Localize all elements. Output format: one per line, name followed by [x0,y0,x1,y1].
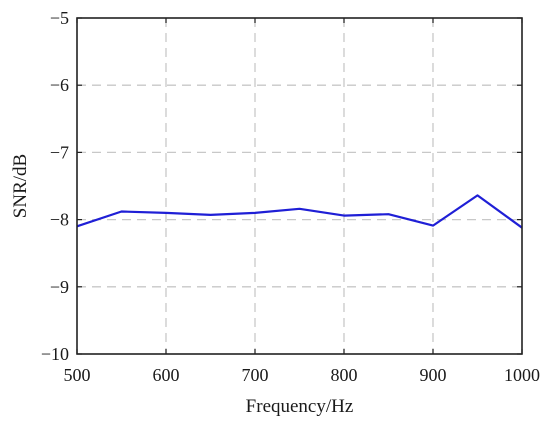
x-tick-label: 1000 [504,365,540,385]
x-tick-label: 500 [64,365,91,385]
x-tick-label: 900 [420,365,447,385]
x-tick-label: 800 [331,365,358,385]
x-axis-label: Frequency/Hz [246,396,354,417]
y-tick-label: −10 [41,344,69,364]
series-line [77,195,522,227]
y-tick-label: −9 [50,277,69,297]
ticks: 500 600 700 800 900 1000 −5 −6 −7 −8 −9 −10 [41,8,540,385]
plot-frame [77,18,522,354]
x-tick-label: 700 [242,365,269,385]
y-tick-label: −5 [50,8,69,28]
y-tick-label: −7 [50,142,69,162]
y-tick-label: −8 [50,210,69,230]
y-axis-label: SNR/dB [10,154,31,218]
y-tick-label: −6 [50,75,69,95]
grid [77,18,522,354]
x-tick-label: 600 [153,365,180,385]
series-layer [77,195,522,227]
